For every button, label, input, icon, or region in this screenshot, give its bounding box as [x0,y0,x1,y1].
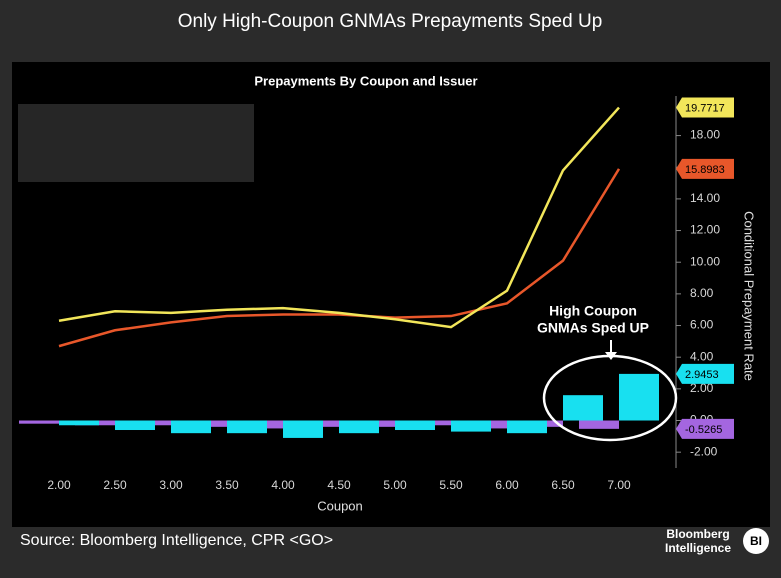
x-tick-label: 3.00 [159,478,183,492]
bar [339,420,379,434]
y-tick-label: 8.00 [690,286,714,300]
value-tag-label: 19.7717 [685,102,725,114]
legend-box [18,104,254,182]
x-tick-label: 4.50 [327,478,351,492]
x-tick-label: 5.00 [383,478,407,492]
annotation: High Coupon [549,303,637,319]
bar [283,420,323,438]
y-tick-label: 18.00 [690,128,720,142]
x-tick-label: 6.50 [551,478,575,492]
y-tick-label: 2.00 [690,381,714,395]
bar [579,420,619,429]
logo-badge-text: BI [750,534,762,548]
bar [227,420,267,434]
bar [115,420,155,431]
bar [619,373,659,421]
bar [563,395,603,421]
page-title: Only High-Coupon GNMAs Prepayments Sped … [178,11,603,32]
x-tick-label: 2.50 [103,478,127,492]
value-tag-label: 2.9453 [685,369,719,381]
arrow-head [605,352,617,360]
logo-text: Intelligence [665,541,731,555]
y-tick-label: 12.00 [690,223,720,237]
value-tag [676,363,734,384]
value-tag [676,158,734,179]
x-tick-label: 4.00 [271,478,295,492]
y-tick-label: 10.00 [690,254,720,268]
x-tick-label: 6.00 [495,478,519,492]
x-tick-label: 7.00 [607,478,631,492]
line [58,168,621,348]
chart-title: Prepayments By Coupon and Issuer [254,73,477,88]
bar [171,420,211,434]
x-tick-label: 3.50 [215,478,239,492]
logo-text: Bloomberg [666,527,729,541]
y-tick-label: -2.00 [690,444,718,458]
y-tick-label: 6.00 [690,318,714,332]
y-tick-label: 4.00 [690,349,714,363]
value-tag [676,418,734,439]
annotation: GNMAs Sped UP [537,320,649,336]
y-tick-label: 14.00 [690,191,720,205]
value-tag [676,97,734,118]
x-axis-label: Coupon [317,498,363,513]
bar [507,420,547,434]
logo-badge [743,528,769,554]
x-tick-label: 5.50 [439,478,463,492]
y-axis-label: Conditional Prepayment Rate [742,211,757,381]
bar [19,420,59,424]
bar [59,420,99,426]
x-tick-label: 2.00 [47,478,71,492]
bar [395,420,435,431]
source: Source: Bloomberg Intelligence, CPR <GO> [20,532,333,549]
line [58,106,620,329]
bar [451,420,491,432]
value-tag-label: 15.8983 [685,164,725,176]
value-tag-label: -0.5265 [685,424,722,436]
